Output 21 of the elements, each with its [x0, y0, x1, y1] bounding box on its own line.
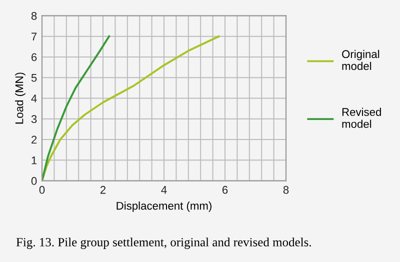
caption: Fig. 13. Pile group settlement, original and revised models. [16, 238, 311, 249]
line-series [42, 35, 220, 181]
x-tick-label: 0 [39, 186, 45, 194]
y-tick-label: 8 [31, 12, 37, 20]
line-series [42, 35, 110, 181]
y-tick-label: 4 [31, 94, 37, 102]
x-tick-label: 8 [283, 186, 289, 194]
x-tick-label: 4 [161, 186, 167, 194]
legend-label: Original model [342, 50, 380, 70]
x-axis-title: Displacement (mm) [116, 202, 212, 212]
y-tick-label: 2 [32, 136, 37, 144]
y-tick-label: 5 [31, 74, 37, 82]
y-tick-label: 1 [32, 156, 37, 164]
y-axis-title: Load (MN) [15, 72, 26, 124]
y-tick-label: 0 [31, 177, 37, 185]
legend-label: Revised model [342, 108, 381, 128]
y-tick-label: 6 [32, 53, 37, 62]
x-tick-label: 6 [222, 186, 228, 194]
x-tick-label: 2 [100, 186, 106, 194]
y-tick-label: 7 [32, 32, 37, 40]
y-tick-label: 3 [31, 115, 37, 124]
